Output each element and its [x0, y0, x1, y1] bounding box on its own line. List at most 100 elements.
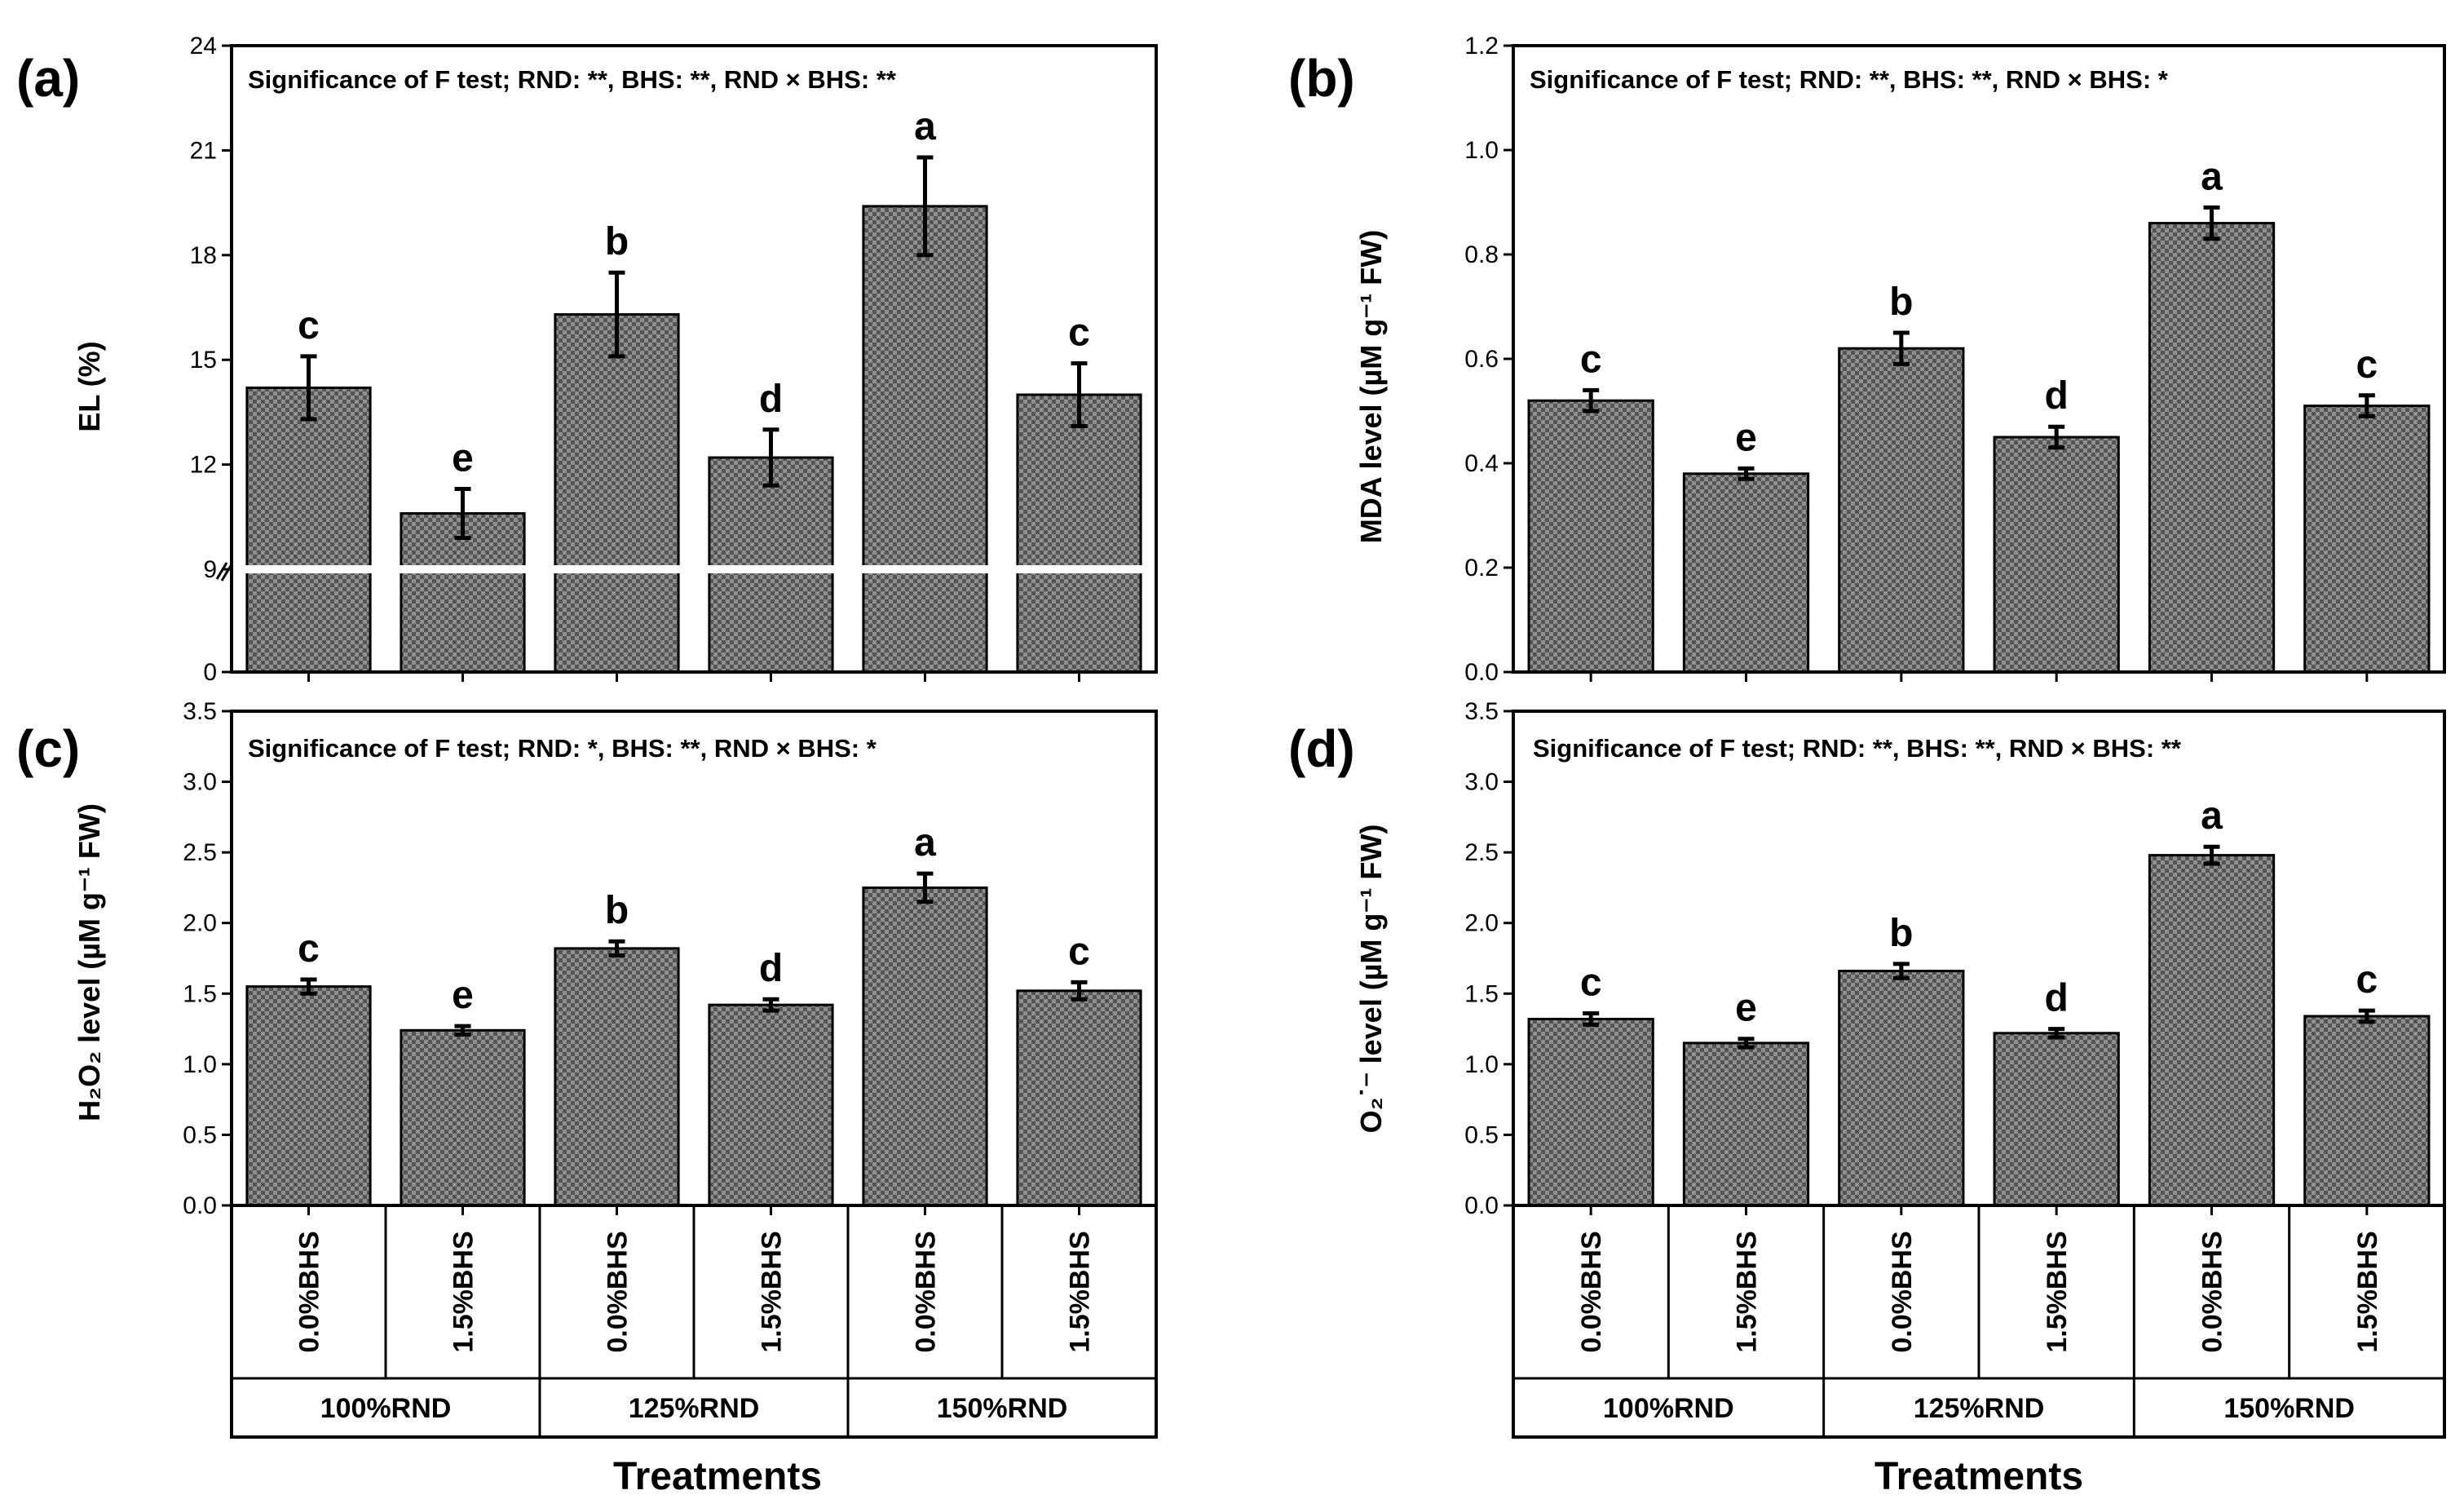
significance-letter: a — [2201, 155, 2223, 198]
category-label: 0.0%BHS — [603, 1231, 634, 1352]
y-tick-label: 1.0 — [183, 1051, 217, 1078]
significance-letter: a — [2201, 794, 2223, 838]
significance-letter: b — [605, 220, 629, 263]
bar — [1838, 347, 1965, 674]
panel-d-x-axis-title: Treatments — [1874, 1455, 2083, 1498]
y-tick-label: 0.4 — [1464, 450, 1499, 477]
panel-d-o2-chart: (d) c e b d a c 0.0 0.5 1.0 1.5 2.0 2.5 3.0 3.5 Signi… — [1288, 698, 2446, 1498]
panel-c-f-test-annotation: Significance of F test; RND: *, BHS: **,… — [248, 734, 877, 763]
significance-letter: c — [1068, 311, 1090, 354]
category-label: 1.5%BHS — [1732, 1231, 1763, 1352]
panel-d-plot-area: c e b d a c 0.0 0.5 1.0 1.5 2.0 2.5 3.0 3.5 — [1464, 698, 2446, 1219]
significance-letter: d — [759, 378, 783, 421]
bar — [1682, 472, 1810, 674]
panel-c-x-axis-title: Treatments — [613, 1455, 822, 1498]
y-tick-label: 2.5 — [1464, 839, 1499, 866]
group-label: 100%RND — [320, 1393, 452, 1424]
y-tick-label: 0.8 — [1464, 241, 1499, 268]
y-tick-label: 3.5 — [1464, 698, 1499, 725]
significance-letter: a — [914, 821, 936, 865]
y-tick-label: 1.5 — [183, 980, 217, 1007]
panel-c-letter: (c) — [16, 719, 80, 778]
y-tick-label: 0.6 — [1464, 346, 1499, 373]
panel-b-mda-chart: (b) c e b d a c 0.0 0.2 0.4 0.6 0.8 1.0 1.2 Signific… — [1288, 33, 2446, 686]
significance-letter: c — [298, 927, 320, 971]
panel-a-el-chart: (a) c e b d a c 0 9 12 15 18 21 24 Significance of F… — [16, 33, 1168, 686]
bar — [554, 947, 680, 1207]
bar — [2303, 1015, 2431, 1207]
group-label: 150%RND — [937, 1393, 1068, 1424]
panel-a-y-axis-label: EL (%) — [73, 341, 106, 431]
group-label: 100%RND — [1603, 1393, 1734, 1424]
bar — [1527, 1017, 1654, 1207]
panel-c-plot-area: c e b d a c 0.0 0.5 1.0 1.5 2.0 2.5 3.0 3.5 — [183, 698, 1158, 1219]
y-tick-label: 0.0 — [1464, 1192, 1499, 1219]
panel-b-plot-area: c e b d a c 0.0 0.2 0.4 0.6 0.8 1.0 1.2 — [1464, 33, 2446, 686]
y-tick-label: 0 — [203, 659, 217, 686]
y-tick-label: 2.5 — [183, 839, 217, 866]
y-tick-label: 1.2 — [1464, 33, 1499, 60]
bar — [1993, 1032, 2120, 1207]
significance-letter: e — [1735, 416, 1757, 459]
category-label: 0.0%BHS — [911, 1231, 942, 1352]
category-label: 1.5%BHS — [2352, 1231, 2383, 1352]
bar — [862, 205, 988, 674]
significance-letter: b — [1889, 912, 1913, 955]
y-tick-label: 3.5 — [183, 698, 217, 725]
group-label: 125%RND — [629, 1393, 760, 1424]
panel-c-y-axis-label: H₂O₂ level (µM g⁻¹ FW) — [73, 803, 106, 1121]
bar — [2148, 854, 2276, 1207]
significance-letter: d — [2045, 977, 2069, 1020]
significance-letter: c — [1068, 930, 1090, 973]
y-tick-label: 0.0 — [183, 1192, 217, 1219]
bar — [400, 1028, 526, 1207]
bar — [2303, 405, 2431, 674]
significance-letter: e — [452, 974, 474, 1017]
y-tick-label: 15 — [190, 347, 217, 374]
significance-letter: c — [2356, 958, 2378, 1002]
significance-letter: d — [2045, 374, 2069, 418]
panel-a-plot-area: c e b d a c 0 9 12 15 18 21 24 — [190, 33, 1168, 686]
y-tick-label: 1.0 — [1464, 1051, 1499, 1078]
category-label: 0.0%BHS — [1887, 1231, 1918, 1352]
significance-letter: b — [605, 889, 629, 932]
y-tick-label: 12 — [190, 452, 217, 479]
bar — [1016, 989, 1142, 1207]
panel-b-letter: (b) — [1288, 49, 1355, 108]
bar — [1682, 1041, 1810, 1207]
y-tick-label: 2.0 — [1464, 910, 1499, 937]
panel-b-f-test-annotation: Significance of F test; RND: **, BHS: **… — [1530, 65, 2169, 94]
y-tick-label: 9 — [203, 556, 217, 583]
panel-d-f-test-annotation: Significance of F test; RND: **, BHS: **… — [1533, 734, 2182, 763]
significance-letter: e — [452, 437, 474, 480]
axis-break-band — [220, 565, 1168, 573]
bar — [554, 313, 680, 674]
significance-letter: d — [759, 947, 783, 990]
y-tick-label: 3.0 — [183, 769, 217, 796]
category-label: 0.0%BHS — [2197, 1231, 2228, 1352]
bar — [1838, 970, 1965, 1207]
group-label: 125%RND — [1914, 1393, 2045, 1424]
y-tick-label: 21 — [190, 137, 217, 164]
panel-b-y-axis-label: MDA level (µM g⁻¹ FW) — [1354, 230, 1388, 543]
bar — [245, 985, 372, 1207]
y-tick-label: 0.5 — [183, 1121, 217, 1148]
y-tick-label: 1.5 — [1464, 980, 1499, 1007]
y-tick-label: 2.0 — [183, 910, 217, 937]
y-tick-label: 0.0 — [1464, 659, 1499, 686]
bar — [862, 886, 988, 1207]
category-label: 1.5%BHS — [757, 1231, 788, 1352]
category-label: 1.5%BHS — [1065, 1231, 1096, 1352]
panel-c-h2o2-chart: (c) c e b d a c 0.0 0.5 1.0 1.5 2.0 2.5 3.0 3.5 Signi… — [16, 698, 1158, 1498]
axis-break-mark — [215, 562, 228, 580]
y-tick-label: 0.2 — [1464, 555, 1499, 582]
group-label: 150%RND — [2223, 1393, 2355, 1424]
y-tick-label: 3.0 — [1464, 769, 1499, 796]
significance-letter: b — [1889, 281, 1913, 324]
significance-letter: c — [1580, 962, 1602, 1005]
bar — [1993, 436, 2120, 674]
bar — [1016, 393, 1142, 674]
category-label: 0.0%BHS — [294, 1231, 325, 1352]
significance-letter: e — [1735, 987, 1757, 1030]
